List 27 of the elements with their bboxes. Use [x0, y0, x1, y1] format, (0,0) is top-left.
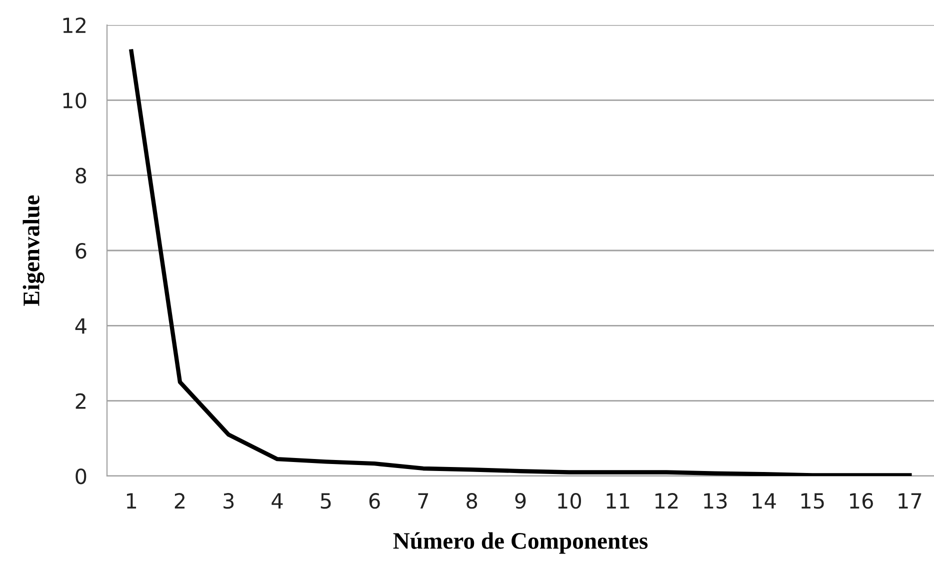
y-tick-label: 4 [75, 318, 86, 334]
x-tick-label: 4 [272, 493, 283, 508]
x-tick-label: 5 [320, 493, 331, 509]
x-tick-label: 16 [850, 493, 873, 509]
x-tick-label: 2 [174, 493, 185, 508]
y-tick-label: 10 [63, 92, 86, 108]
x-tick-label: 11 [606, 493, 630, 508]
x-tick-label: 12 [655, 493, 678, 508]
x-axis-title: Número de Componentes [393, 532, 648, 554]
x-tick-label: 14 [752, 493, 776, 508]
x-tick-label: 6 [369, 493, 380, 509]
y-tick-label: 2 [76, 393, 86, 409]
x-tick-label: 1 [126, 493, 136, 508]
x-tick-label: 10 [558, 493, 582, 509]
x-tick-label: 15 [801, 493, 824, 509]
x-tick-label: 8 [466, 493, 478, 509]
x-tick-label: 3 [224, 493, 234, 509]
y-axis-title: Eigenvalue [22, 195, 44, 306]
x-tick-label: 17 [898, 493, 922, 508]
x-tick-label: 13 [704, 493, 727, 509]
x-tick-label: 9 [515, 493, 526, 509]
y-tick-label: 0 [76, 468, 86, 484]
y-tick-label: 6 [76, 242, 86, 259]
y-tick-label: 8 [76, 168, 86, 184]
line-series [129, 49, 912, 476]
y-tick-label: 12 [63, 17, 86, 33]
x-tick-label: 7 [418, 493, 428, 508]
